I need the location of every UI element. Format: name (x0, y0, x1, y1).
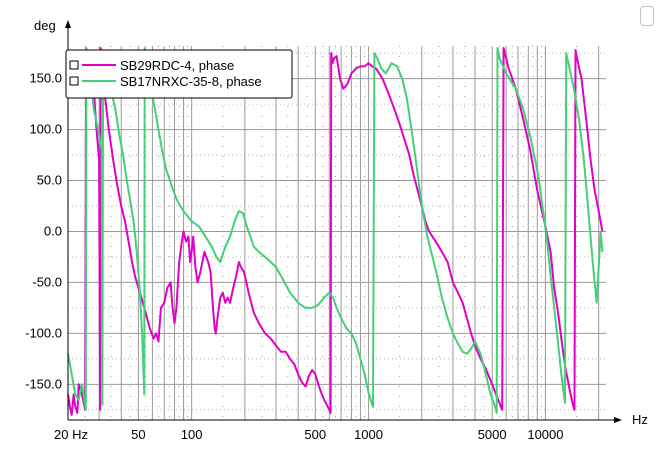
x-tick-label: 100 (181, 427, 203, 442)
legend-checkbox (69, 76, 79, 86)
grid-lines (67, 46, 606, 420)
x-tick-label: 20 Hz (54, 427, 88, 442)
legend-box (65, 49, 293, 99)
y-tick-label: -100.0 (25, 325, 62, 340)
y-axis-label: deg (34, 18, 56, 33)
series-line-1 (67, 47, 604, 416)
y-tick-label: 0.0 (44, 223, 62, 238)
y-tick-label: 50.0 (37, 173, 62, 188)
y-tick-label: 100.0 (29, 122, 62, 137)
x-tick-label: 500 (304, 427, 326, 442)
x-axis-label: Hz (632, 412, 648, 427)
x-tick-label: 10000 (527, 427, 563, 442)
y-tick-label: -50.0 (32, 274, 62, 289)
y-axis-arrow (65, 20, 71, 28)
legend-entry: SB29RDC-4, phase (120, 58, 234, 73)
x-axis-arrow (614, 417, 622, 423)
plot-area (67, 47, 604, 416)
legend-checkbox (69, 60, 79, 70)
y-tick-label: 150.0 (29, 71, 62, 86)
y-tick-label: -150.0 (25, 376, 62, 391)
x-tick-label: 50 (131, 427, 145, 442)
series-line-2 (67, 47, 604, 414)
axes: 150.0 100.0 50.0 0.0 -50.0 -100.0 -150.0 20 Hz 5… (25, 20, 622, 442)
legend-entry: SB17NRXC-35-8, phase (120, 74, 262, 89)
x-tick-label: 1000 (354, 427, 383, 442)
window-control-box[interactable] (640, 6, 654, 26)
x-tick-label: 5000 (478, 427, 507, 442)
